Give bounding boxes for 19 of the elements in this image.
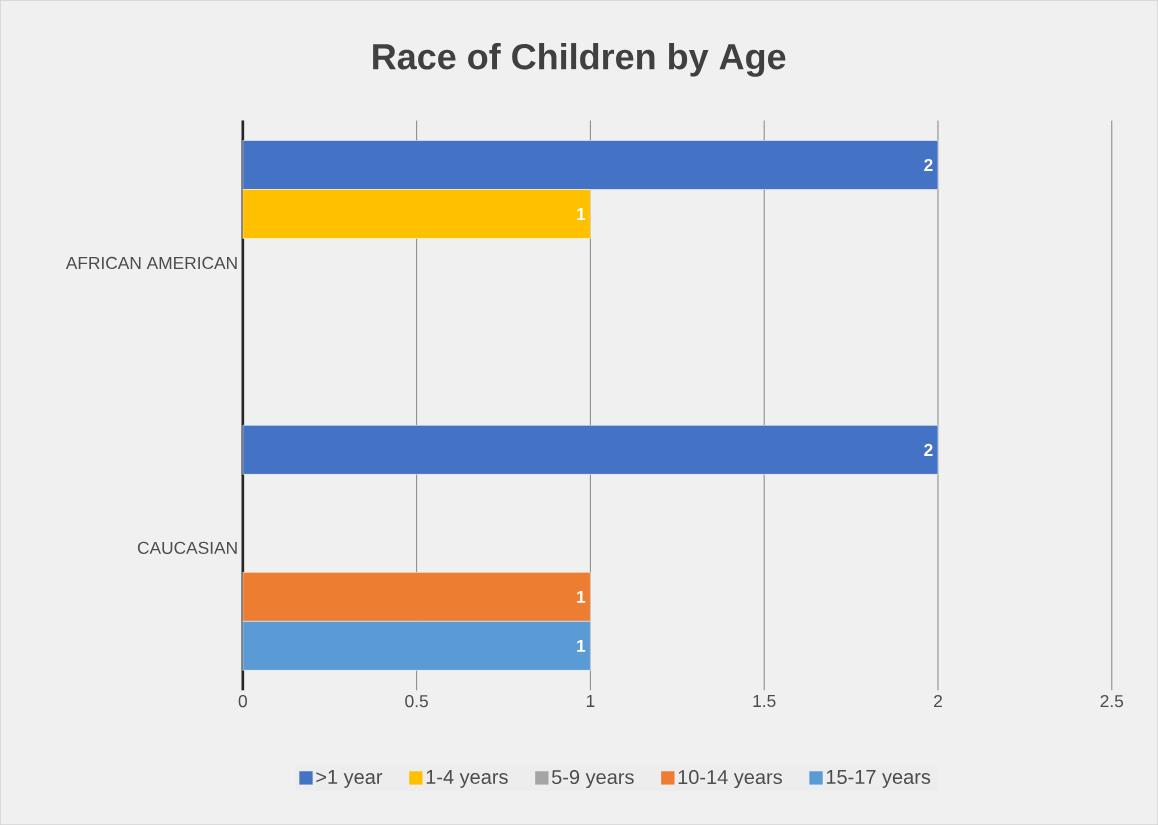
x-tick-label: 1 [586, 694, 595, 707]
x-tick-label: 1.5 [753, 694, 776, 707]
data-label: 2 [924, 158, 933, 171]
chart-title: Race of Children by Age [373, 42, 786, 77]
data-label: 2 [924, 443, 933, 456]
x-tick-label: 2 [934, 694, 942, 708]
x-tick-label: 2.5 [1100, 694, 1124, 708]
y-tick-label: CAUCASIAN [137, 541, 237, 554]
legend-label: 15-17 years [826, 769, 931, 788]
data-label: 1 [577, 639, 586, 652]
data-label: 1 [577, 207, 586, 220]
y-tick-label: AFRICAN AMERICAN [65, 256, 237, 270]
x-tick-label: 0 [238, 694, 247, 708]
legend-label: 1-4 years [426, 769, 508, 788]
data-label: 1 [577, 590, 586, 603]
legend-label: 10-14 years [678, 769, 782, 788]
x-tick-label: 0.5 [405, 694, 428, 708]
legend-label: >1 year [316, 769, 383, 788]
legend-label: 5-9 years [551, 769, 634, 788]
